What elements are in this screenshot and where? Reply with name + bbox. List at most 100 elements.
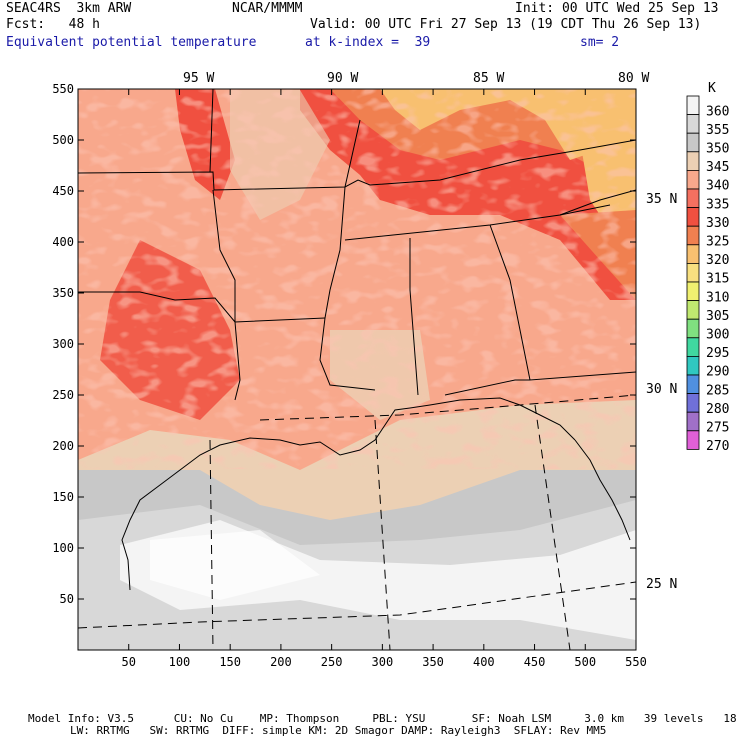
meridian-95w: [209, 439, 214, 650]
parallel-30n: [259, 394, 636, 421]
y-axis-ticks: 50 100 150 200 250 300 350 400 450 500 550: [52, 82, 636, 606]
colorbar-level-label: 295: [706, 346, 729, 361]
colorbar-level-label: 290: [706, 365, 729, 380]
y-tick-label: 450: [52, 184, 74, 198]
y-tick-label: 250: [52, 388, 74, 402]
border-ms-al: [409, 238, 419, 396]
colorbar-level-label: 350: [706, 142, 729, 157]
field-name: Equivalent potential temperature: [6, 35, 257, 50]
colorbar-level-label: 310: [706, 290, 729, 305]
y-tick-label: 550: [52, 82, 74, 96]
lat-lon-grid: [78, 394, 636, 650]
colorbar-unit: K: [708, 81, 716, 96]
border-mo-ar: [344, 119, 361, 188]
colorbar-cell: [686, 318, 700, 339]
band-360-core: [150, 530, 320, 600]
colorbar-level-label: 315: [706, 272, 729, 287]
colorbar-cell: [686, 411, 700, 432]
parallel-25n: [78, 581, 636, 629]
colorbar-level-label: 360: [706, 104, 729, 119]
colorbar-level-label: 275: [706, 421, 729, 436]
meridian-90w: [374, 419, 391, 650]
footer-physics-info: LW: RRTMG SW: RRTMG DIFF: simple KM: 2D …: [70, 724, 607, 737]
colorbar-cell: [686, 374, 700, 395]
colorbar-cell: [686, 393, 700, 413]
smoothing-label: sm= 2: [580, 35, 620, 50]
x-tick-label: 50: [122, 655, 136, 669]
y-tick-label: 200: [52, 439, 74, 453]
colorbar-cell: [686, 244, 700, 264]
border-tx-east: [212, 189, 241, 401]
colorbar-cell: [686, 225, 700, 246]
colorbar-level-label: 345: [706, 160, 729, 175]
x-tick-label: 400: [473, 655, 495, 669]
colorbar-cell: [686, 132, 700, 153]
y-tick-label: 50: [60, 592, 74, 606]
init-time: Init: 00 UTC Wed 25 Sep 13: [515, 1, 719, 16]
x-tick-label: 250: [321, 655, 343, 669]
x-tick-label: 550: [625, 655, 647, 669]
y-tick-label: 150: [52, 490, 74, 504]
valid-time: Valid: 00 UTC Fri 27 Sep 13 (19 CDT Thu …: [310, 17, 702, 32]
colorbar-cell: [686, 337, 700, 357]
lat-label-30n: 30 N: [646, 382, 678, 397]
colorbar-cell: [686, 188, 700, 209]
x-axis-ticks: 50 100 150 200 250 300 350 400 450 500 550: [122, 89, 647, 669]
colorbar-level-label: 320: [706, 253, 729, 268]
x-tick-label: 350: [422, 655, 444, 669]
colorbar-cell: [686, 169, 700, 190]
x-tick-label: 500: [574, 655, 596, 669]
colorbar-cell: [686, 151, 700, 171]
colorbar-cell: [686, 281, 700, 302]
colorbar-level-label: 305: [706, 309, 729, 324]
org-label: NCAR/MMMM: [232, 1, 303, 16]
map-frame: [77, 88, 637, 651]
y-tick-label: 500: [52, 133, 74, 147]
level-label: at k-index = 39: [305, 35, 431, 50]
lat-label-35n: 35 N: [646, 192, 678, 207]
colorbar-cell: [686, 300, 700, 320]
colorbar-cell: [686, 114, 700, 134]
lon-label-95w: 95 W: [183, 71, 215, 86]
y-tick-label: 400: [52, 235, 74, 249]
colorbar-level-label: 325: [706, 235, 729, 250]
colorbar-level-label: 280: [706, 402, 729, 417]
border-red-river: [78, 291, 326, 323]
footer-model-info: Model Info: V3.5 CU: No Cu MP: Thompson …: [28, 712, 740, 725]
border-al-ga: [489, 224, 636, 381]
colorbar: 360 355 350 345 340 335 330 325 320 315 310 305 300 2…: [686, 95, 729, 454]
colorbar-level-label: 335: [706, 197, 729, 212]
border-ms-river: [319, 186, 376, 391]
colorbar-level-label: 340: [706, 179, 729, 194]
y-tick-label: 100: [52, 541, 74, 555]
border-tn-south: [344, 204, 611, 241]
colorbar-cell: [686, 207, 700, 227]
x-tick-label: 300: [372, 655, 394, 669]
border-nc-sc: [559, 189, 636, 216]
x-tick-label: 100: [169, 655, 191, 669]
colorbar-level-label: 355: [706, 123, 729, 138]
x-tick-label: 200: [270, 655, 292, 669]
state-boundaries: [78, 89, 636, 401]
lat-label-25n: 25 N: [646, 577, 678, 592]
texture-overlay: [78, 89, 636, 469]
border-ok-west: [209, 89, 214, 173]
colorbar-level-label: 285: [706, 383, 729, 398]
lon-label-90w: 90 W: [327, 71, 359, 86]
x-tick-label: 450: [524, 655, 546, 669]
lon-label-80w: 80 W: [618, 71, 650, 86]
y-tick-label: 350: [52, 286, 74, 300]
colorbar-cell: [686, 430, 700, 450]
model-title: SEAC4RS 3km ARW: [6, 1, 132, 16]
florida-coast: [574, 439, 631, 541]
x-tick-label: 150: [219, 655, 241, 669]
border-fl-panhandle: [444, 379, 530, 396]
coastline: [121, 397, 631, 591]
colorbar-level-label: 270: [706, 439, 729, 454]
gulf-coast: [121, 397, 576, 591]
y-tick-label: 300: [52, 337, 74, 351]
theta-e-field: [78, 89, 636, 650]
lon-label-85w: 85 W: [473, 71, 505, 86]
colorbar-level-label: 330: [706, 216, 729, 231]
